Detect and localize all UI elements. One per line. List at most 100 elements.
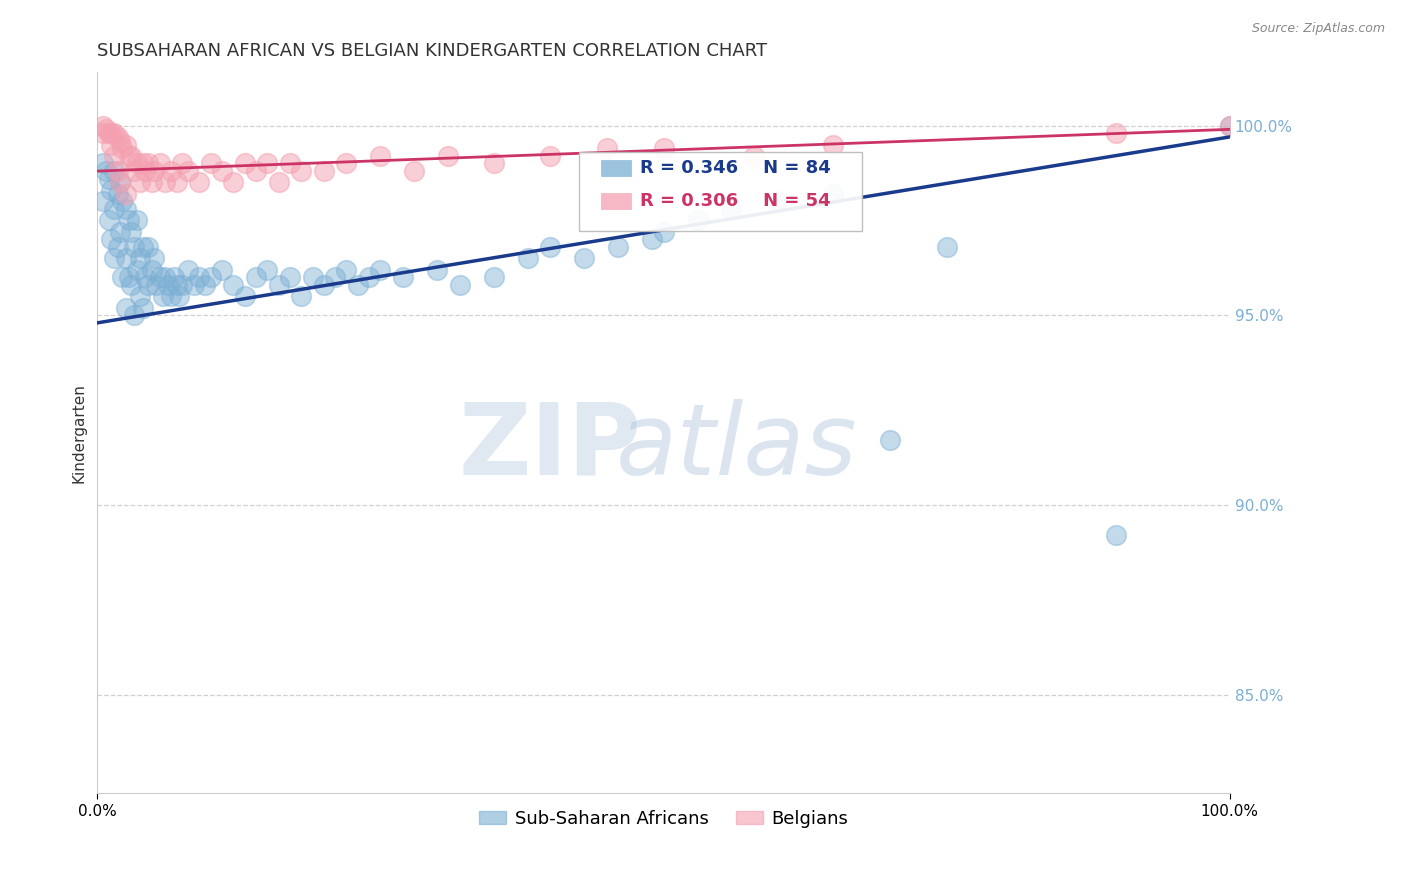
Point: [765, 194, 787, 209]
Point: [516, 252, 538, 266]
Point: [641, 232, 664, 246]
Point: [120, 149, 142, 163]
Point: [143, 252, 166, 266]
FancyBboxPatch shape: [602, 160, 631, 177]
FancyBboxPatch shape: [602, 193, 631, 210]
Point: [188, 176, 211, 190]
Point: [166, 277, 188, 292]
Point: [245, 164, 267, 178]
Point: [141, 262, 163, 277]
Point: [129, 252, 152, 266]
Point: [131, 301, 153, 315]
Legend: Sub-Saharan Africans, Belgians: Sub-Saharan Africans, Belgians: [471, 802, 856, 835]
Text: ZIP: ZIP: [458, 399, 641, 496]
Point: [107, 130, 129, 145]
Point: [125, 213, 148, 227]
Point: [404, 164, 426, 178]
Point: [290, 289, 312, 303]
Point: [108, 176, 131, 190]
Point: [312, 277, 335, 292]
Point: [200, 156, 222, 170]
Point: [122, 164, 145, 178]
Point: [823, 137, 845, 152]
Point: [136, 156, 159, 170]
Point: [183, 277, 205, 292]
Point: [155, 270, 177, 285]
Point: [118, 149, 141, 163]
Point: [97, 213, 120, 227]
Point: [103, 126, 125, 140]
Point: [125, 262, 148, 277]
Point: [167, 289, 190, 303]
Point: [100, 126, 122, 140]
Text: SUBSAHARAN AFRICAN VS BELGIAN KINDERGARTEN CORRELATION CHART: SUBSAHARAN AFRICAN VS BELGIAN KINDERGART…: [97, 42, 768, 60]
Point: [607, 240, 630, 254]
Point: [103, 164, 125, 178]
Point: [91, 119, 114, 133]
Point: [156, 277, 179, 292]
Y-axis label: Kindergarten: Kindergarten: [72, 383, 86, 483]
Point: [114, 301, 136, 315]
Point: [118, 270, 141, 285]
Point: [335, 156, 357, 170]
Text: atlas: atlas: [616, 399, 858, 496]
Point: [114, 137, 136, 152]
Point: [111, 194, 134, 209]
Point: [136, 240, 159, 254]
Point: [114, 186, 136, 201]
Point: [122, 308, 145, 322]
Point: [160, 164, 183, 178]
Point: [290, 164, 312, 178]
Point: [177, 262, 200, 277]
Point: [114, 202, 136, 216]
Point: [107, 186, 129, 201]
Point: [97, 126, 120, 140]
Text: R = 0.306    N = 54: R = 0.306 N = 54: [640, 192, 831, 210]
Point: [172, 156, 194, 170]
Point: [267, 277, 290, 292]
Point: [538, 149, 561, 163]
Point: [111, 270, 134, 285]
Point: [278, 156, 301, 170]
Point: [301, 270, 323, 285]
Point: [100, 137, 122, 152]
Point: [437, 149, 460, 163]
Point: [96, 122, 118, 136]
Point: [107, 164, 129, 178]
Point: [449, 277, 471, 292]
Text: R = 0.346    N = 84: R = 0.346 N = 84: [640, 159, 831, 177]
Point: [200, 270, 222, 285]
Point: [1105, 528, 1128, 542]
Point: [91, 194, 114, 209]
Point: [188, 270, 211, 285]
Point: [108, 134, 131, 148]
Point: [194, 277, 217, 292]
FancyBboxPatch shape: [579, 152, 862, 231]
Point: [118, 213, 141, 227]
Point: [935, 240, 957, 254]
Point: [134, 270, 156, 285]
Text: Source: ZipAtlas.com: Source: ZipAtlas.com: [1251, 22, 1385, 36]
Point: [103, 149, 125, 163]
Point: [233, 289, 256, 303]
Point: [335, 262, 357, 277]
Point: [256, 262, 278, 277]
Point: [233, 156, 256, 170]
Point: [108, 225, 131, 239]
Point: [91, 156, 114, 170]
Point: [245, 270, 267, 285]
Point: [1219, 119, 1241, 133]
Point: [122, 240, 145, 254]
Point: [211, 262, 233, 277]
Point: [177, 164, 200, 178]
Point: [96, 164, 118, 178]
Point: [103, 252, 125, 266]
Point: [482, 156, 505, 170]
Point: [426, 262, 449, 277]
Point: [172, 277, 194, 292]
Point: [1105, 126, 1128, 140]
Point: [103, 202, 125, 216]
Point: [134, 164, 156, 178]
Point: [141, 176, 163, 190]
Point: [823, 186, 845, 201]
